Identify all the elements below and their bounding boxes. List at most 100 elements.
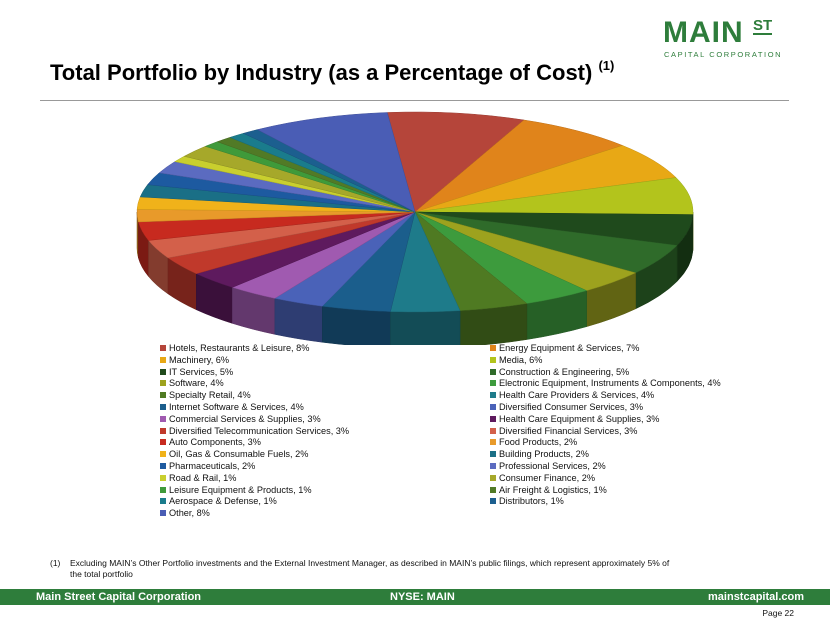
legend-item: Oil, Gas & Consumable Fuels, 2% [160, 449, 308, 460]
legend-swatch [490, 392, 496, 399]
legend-label: Auto Components, 3% [169, 437, 261, 448]
legend-swatch [160, 392, 166, 399]
legend-swatch [160, 486, 166, 493]
logo-st-text: ST [753, 17, 773, 35]
legend-label: Health Care Equipment & Supplies, 3% [499, 413, 660, 424]
legend-label: Air Freight & Logistics, 1% [499, 484, 607, 495]
legend-item: Media, 6% [490, 355, 542, 366]
legend-label: Leisure Equipment & Products, 1% [169, 484, 312, 495]
legend-swatch [490, 451, 496, 458]
legend-label: Hotels, Restaurants & Leisure, 8% [169, 343, 310, 353]
legend-item: Road & Rail, 1% [160, 473, 236, 484]
legend-item: Food Products, 2% [490, 437, 577, 448]
legend-item: Diversified Financial Services, 3% [490, 426, 637, 437]
pie-side-walls [136, 211, 694, 345]
legend-label: Machinery, 6% [169, 354, 230, 365]
legend-item: Health Care Providers & Services, 4% [490, 390, 654, 401]
legend-item: Pharmaceuticals, 2% [160, 461, 255, 472]
pie-slice-1 [386, 111, 525, 213]
pie-side-10 [390, 310, 461, 345]
legend-swatch [160, 380, 166, 387]
legend-swatch [490, 498, 496, 505]
legend-label: Aerospace & Defense, 1% [169, 496, 277, 507]
legend-item: Electronic Equipment, Instruments & Comp… [490, 378, 721, 389]
legend-label: Electronic Equipment, Instruments & Comp… [499, 378, 721, 389]
legend-swatch [490, 415, 496, 422]
pie-chart [136, 111, 694, 345]
pie-side-11 [322, 305, 391, 345]
legend-item: Energy Equipment & Services, 7% [490, 343, 639, 354]
logo-subtitle: CAPITAL CORPORATION [664, 50, 783, 59]
footnote-number: (1) [50, 558, 61, 568]
slide-title: Total Portfolio by Industry (as a Percen… [50, 58, 615, 86]
legend-item: Other, 8% [160, 508, 210, 519]
legend-label: Health Care Providers & Services, 4% [499, 390, 655, 401]
legend-swatch [160, 498, 166, 505]
legend-swatch [160, 368, 166, 375]
legend-label: Internet Software & Services, 4% [169, 402, 304, 412]
legend-swatch [160, 345, 166, 351]
logo-main-text: MAIN [663, 16, 744, 49]
legend-swatch [490, 486, 496, 493]
title-divider [40, 100, 789, 101]
legend-swatch [160, 404, 166, 410]
legend-swatch [490, 356, 496, 363]
legend-label: Food Products, 2% [499, 437, 578, 448]
page-number: Page 22 [762, 608, 794, 618]
legend-swatch [160, 474, 166, 481]
legend-label: Energy Equipment & Services, 7% [499, 343, 640, 353]
pie-slices [136, 111, 694, 313]
legend-label: Pharmaceuticals, 2% [169, 461, 256, 471]
legend-label: Diversified Financial Services, 3% [499, 425, 638, 436]
legend-item: Building Products, 2% [490, 449, 589, 460]
legend-item: Specialty Retail, 4% [160, 390, 251, 401]
title-footnote-ref: (1) [598, 58, 615, 73]
legend-label: Specialty Retail, 4% [169, 390, 251, 401]
legend-label: Software, 4% [169, 378, 224, 389]
legend-swatch [160, 356, 166, 363]
legend-label: Consumer Finance, 2% [499, 472, 596, 483]
legend-label: Commercial Services & Supplies, 3% [169, 413, 321, 424]
legend-item: Diversified Consumer Services, 3% [490, 402, 643, 413]
legend-swatch [490, 439, 496, 446]
footer-website: mainstcapital.com [708, 591, 804, 603]
legend-label: IT Services, 5% [169, 366, 234, 377]
pie-slice-2 [414, 119, 624, 213]
legend-item: Health Care Equipment & Supplies, 3% [490, 414, 659, 425]
legend-item: Aerospace & Defense, 1% [160, 496, 277, 507]
legend-item: Air Freight & Logistics, 1% [490, 485, 607, 496]
legend-swatch [490, 463, 496, 469]
legend-item: Internet Software & Services, 4% [160, 402, 304, 413]
legend-swatch [160, 427, 166, 434]
legend-label: Diversified Consumer Services, 3% [499, 402, 643, 412]
footnote-text: Excluding MAIN’s Other Portfolio investm… [70, 558, 670, 579]
legend-swatch [160, 415, 166, 422]
legend-swatch [490, 474, 496, 481]
pie-slice-29 [256, 112, 416, 213]
legend-item: Hotels, Restaurants & Leisure, 8% [160, 343, 309, 354]
legend-swatch [490, 368, 496, 375]
slide-title-text: Total Portfolio by Industry (as a Percen… [50, 60, 593, 85]
footer-ticker: NYSE: MAIN [390, 591, 455, 603]
legend-item: IT Services, 5% [160, 367, 233, 378]
legend-label: Distributors, 1% [499, 496, 564, 507]
legend-item: Construction & Engineering, 5% [490, 367, 629, 378]
legend-item: Professional Services, 2% [490, 461, 606, 472]
legend-item: Leisure Equipment & Products, 1% [160, 485, 311, 496]
legend-label: Road & Rail, 1% [169, 472, 237, 483]
legend-item: Auto Components, 3% [160, 437, 261, 448]
legend-label: Oil, Gas & Consumable Fuels, 2% [169, 449, 309, 460]
footer-bar: Main Street Capital Corporation NYSE: MA… [0, 589, 830, 605]
legend-item: Commercial Services & Supplies, 3% [160, 414, 321, 425]
legend-item: Software, 4% [160, 378, 224, 389]
company-logo: MAIN ST CAPITAL CORPORATION [663, 18, 781, 62]
legend-item: Consumer Finance, 2% [490, 473, 595, 484]
legend-swatch [160, 463, 166, 469]
legend-label: Construction & Engineering, 5% [499, 366, 630, 377]
legend-swatch [160, 510, 166, 517]
footer-company-name: Main Street Capital Corporation [36, 591, 202, 603]
legend-label: Building Products, 2% [499, 449, 589, 460]
legend-label: Professional Services, 2% [499, 461, 606, 471]
legend-swatch [490, 404, 496, 410]
legend-label: Media, 6% [499, 354, 543, 365]
